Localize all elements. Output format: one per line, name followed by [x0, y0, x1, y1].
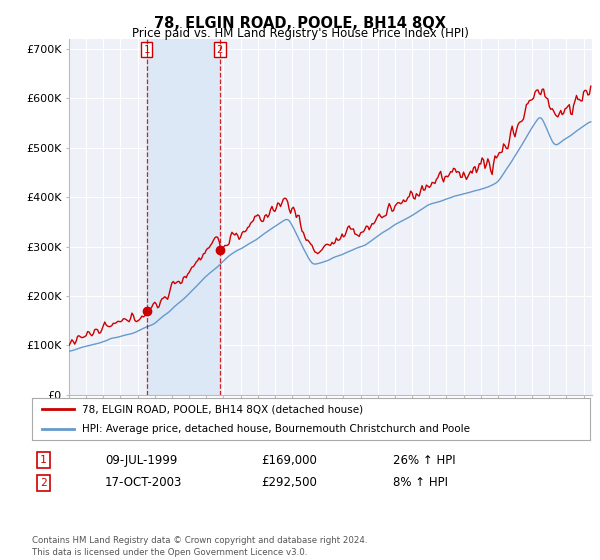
Text: Price paid vs. HM Land Registry's House Price Index (HPI): Price paid vs. HM Land Registry's House … [131, 27, 469, 40]
Text: 2: 2 [40, 478, 47, 488]
Text: 09-JUL-1999: 09-JUL-1999 [105, 454, 178, 467]
Text: 1: 1 [40, 455, 47, 465]
Text: Contains HM Land Registry data © Crown copyright and database right 2024.
This d: Contains HM Land Registry data © Crown c… [32, 536, 367, 557]
Text: 78, ELGIN ROAD, POOLE, BH14 8QX: 78, ELGIN ROAD, POOLE, BH14 8QX [154, 16, 446, 31]
Text: 1: 1 [143, 45, 150, 54]
Text: HPI: Average price, detached house, Bournemouth Christchurch and Poole: HPI: Average price, detached house, Bour… [82, 424, 470, 434]
Text: 2: 2 [217, 45, 223, 54]
Text: 17-OCT-2003: 17-OCT-2003 [105, 476, 182, 489]
Text: 8% ↑ HPI: 8% ↑ HPI [393, 476, 448, 489]
Text: £169,000: £169,000 [261, 454, 317, 467]
Text: 26% ↑ HPI: 26% ↑ HPI [393, 454, 455, 467]
Text: 78, ELGIN ROAD, POOLE, BH14 8QX (detached house): 78, ELGIN ROAD, POOLE, BH14 8QX (detache… [82, 404, 363, 414]
Bar [147, 39, 220, 395]
Text: £292,500: £292,500 [261, 476, 317, 489]
